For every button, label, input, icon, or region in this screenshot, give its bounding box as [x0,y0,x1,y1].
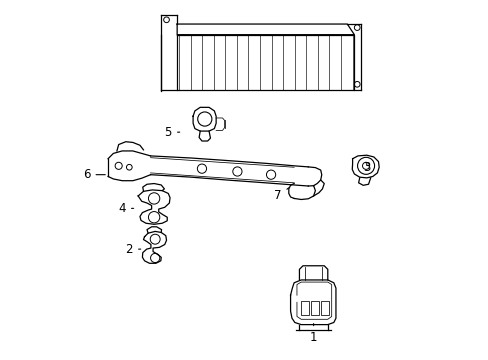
Text: 3: 3 [363,161,370,174]
Text: 7: 7 [274,188,288,202]
Text: 2: 2 [125,243,141,256]
Text: 4: 4 [118,202,133,215]
Bar [321,301,328,315]
Bar [310,301,318,315]
Text: 5: 5 [164,126,179,139]
Bar [301,301,308,315]
Text: 6: 6 [83,168,105,181]
Text: 1: 1 [309,324,317,344]
